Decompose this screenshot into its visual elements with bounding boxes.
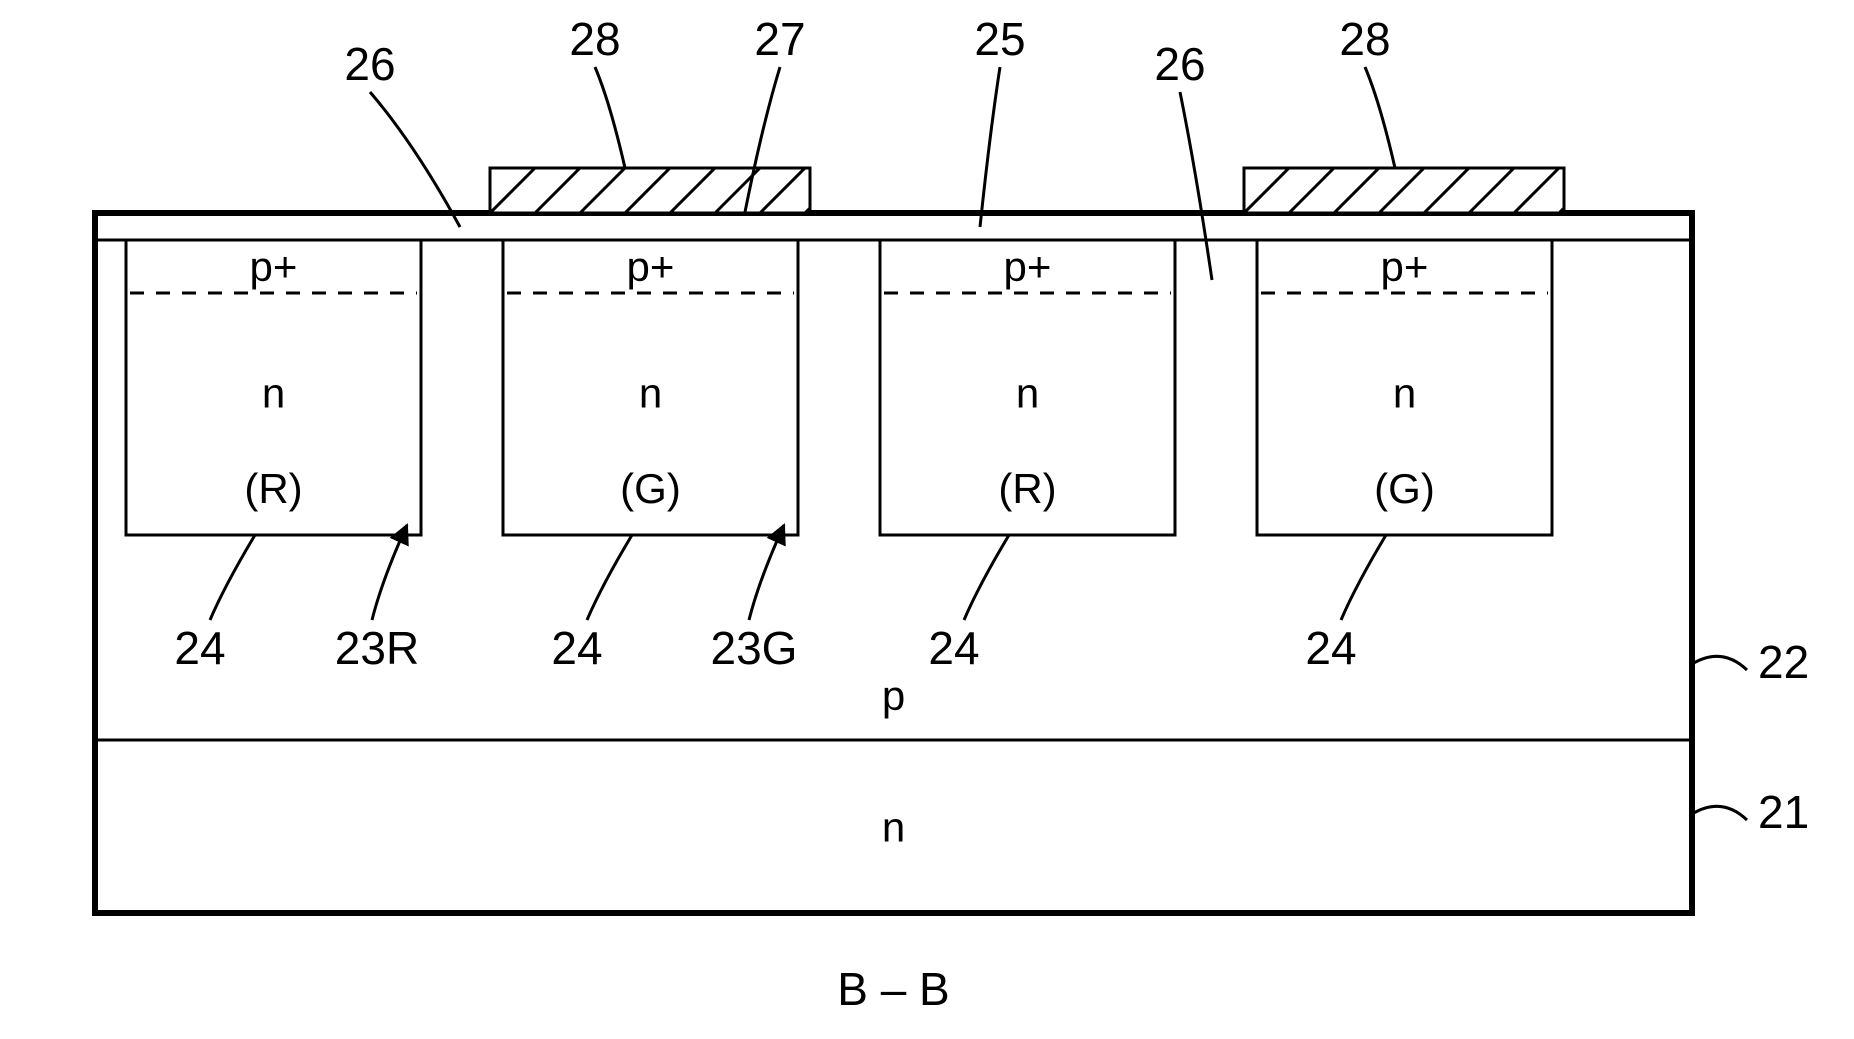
svg-text:26: 26 <box>1154 38 1205 90</box>
svg-text:B – B: B – B <box>837 963 950 1015</box>
svg-text:(R): (R) <box>244 465 302 512</box>
svg-text:28: 28 <box>1339 13 1390 65</box>
svg-text:23R: 23R <box>335 622 419 674</box>
svg-text:21: 21 <box>1758 786 1809 838</box>
svg-text:p+: p+ <box>627 243 675 290</box>
svg-text:24: 24 <box>928 622 979 674</box>
svg-text:n: n <box>1016 370 1039 417</box>
svg-text:27: 27 <box>754 13 805 65</box>
svg-text:28: 28 <box>569 13 620 65</box>
svg-text:(G): (G) <box>1374 465 1435 512</box>
svg-text:26: 26 <box>344 38 395 90</box>
svg-text:(R): (R) <box>998 465 1056 512</box>
svg-text:22: 22 <box>1758 636 1809 688</box>
svg-text:p+: p+ <box>1381 243 1429 290</box>
svg-text:24: 24 <box>174 622 225 674</box>
svg-text:(G): (G) <box>620 465 681 512</box>
svg-text:p: p <box>882 672 905 719</box>
svg-text:n: n <box>1393 370 1416 417</box>
svg-text:p+: p+ <box>1004 243 1052 290</box>
svg-text:n: n <box>639 370 662 417</box>
svg-text:23G: 23G <box>711 622 798 674</box>
svg-text:n: n <box>882 804 905 851</box>
svg-text:24: 24 <box>551 622 602 674</box>
svg-text:n: n <box>262 370 285 417</box>
svg-text:25: 25 <box>974 13 1025 65</box>
svg-text:p+: p+ <box>250 243 298 290</box>
svg-text:24: 24 <box>1305 622 1356 674</box>
